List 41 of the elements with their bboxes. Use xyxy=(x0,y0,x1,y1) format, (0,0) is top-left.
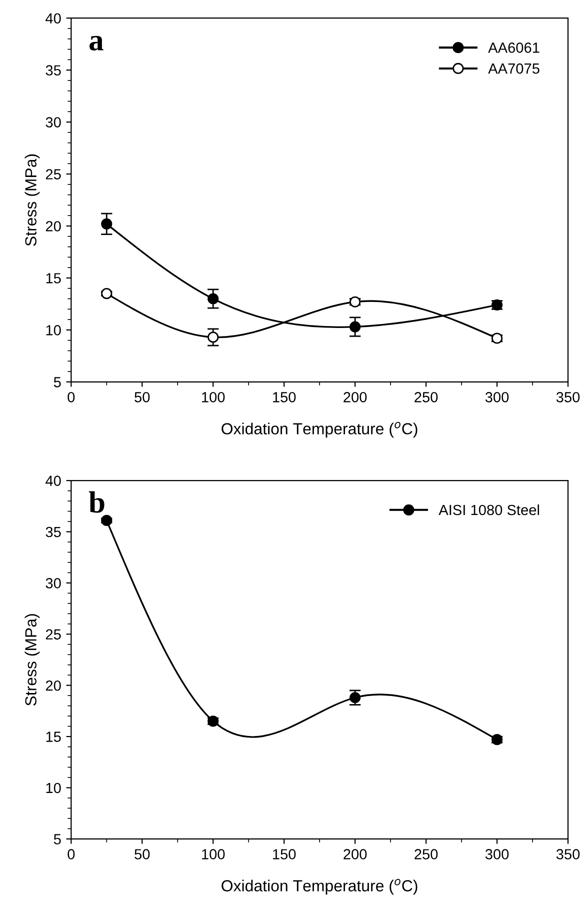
y-axis-title: Stress (MPa) xyxy=(24,154,40,246)
y-tick-label: 30 xyxy=(46,117,61,128)
x-tick-label: 150 xyxy=(273,849,296,860)
y-tick-label: 10 xyxy=(46,325,61,336)
legend-label: AA6061 xyxy=(488,42,540,53)
x-tick-label: 50 xyxy=(134,849,150,860)
annotation: a xyxy=(90,36,104,51)
y-tick-label: 20 xyxy=(46,680,61,691)
x-axis-title: Oxidation Temperature ($^{o}$C) xyxy=(222,422,418,438)
y-tick-label: 5 xyxy=(54,834,61,844)
y-tick-label: 40 xyxy=(46,13,61,24)
x-tick-label: 350 xyxy=(556,849,580,860)
y-tick-label: 25 xyxy=(46,629,61,640)
y-tick-label: 35 xyxy=(46,526,61,538)
annotation: b xyxy=(88,491,104,513)
y-tick-label: 35 xyxy=(46,65,61,76)
x-tick-label: 50 xyxy=(134,392,150,402)
y-axis-title: Stress (MPa) xyxy=(24,614,40,706)
x-axis-title: Oxidation Temperature ($^{o}$C) xyxy=(222,878,418,895)
x-tick-label: 100 xyxy=(202,849,225,860)
legend-label: AA7075 xyxy=(488,63,540,74)
y-tick-label: 10 xyxy=(46,782,61,794)
y-tick-label: 25 xyxy=(46,169,61,180)
x-tick-label: 250 xyxy=(414,849,438,860)
y-tick-label: 30 xyxy=(46,578,61,588)
y-tick-label: 15 xyxy=(46,273,61,284)
y-tick-label: 20 xyxy=(46,221,61,232)
y-tick-label: 40 xyxy=(46,476,61,486)
y-tick-label: 15 xyxy=(46,732,61,742)
x-tick-label: 300 xyxy=(485,849,509,860)
x-tick-label: 300 xyxy=(485,392,509,402)
x-tick-label: 0 xyxy=(68,849,75,860)
legend-label: AISI 1080 Steel xyxy=(438,504,540,516)
y-tick-label: 5 xyxy=(54,377,61,388)
x-tick-label: 150 xyxy=(273,392,296,402)
x-tick-label: 100 xyxy=(202,392,225,402)
x-tick-label: 350 xyxy=(556,392,580,402)
x-tick-label: 0 xyxy=(68,392,75,402)
x-tick-label: 200 xyxy=(344,849,367,860)
x-tick-label: 250 xyxy=(414,392,438,402)
x-tick-label: 200 xyxy=(344,392,367,402)
